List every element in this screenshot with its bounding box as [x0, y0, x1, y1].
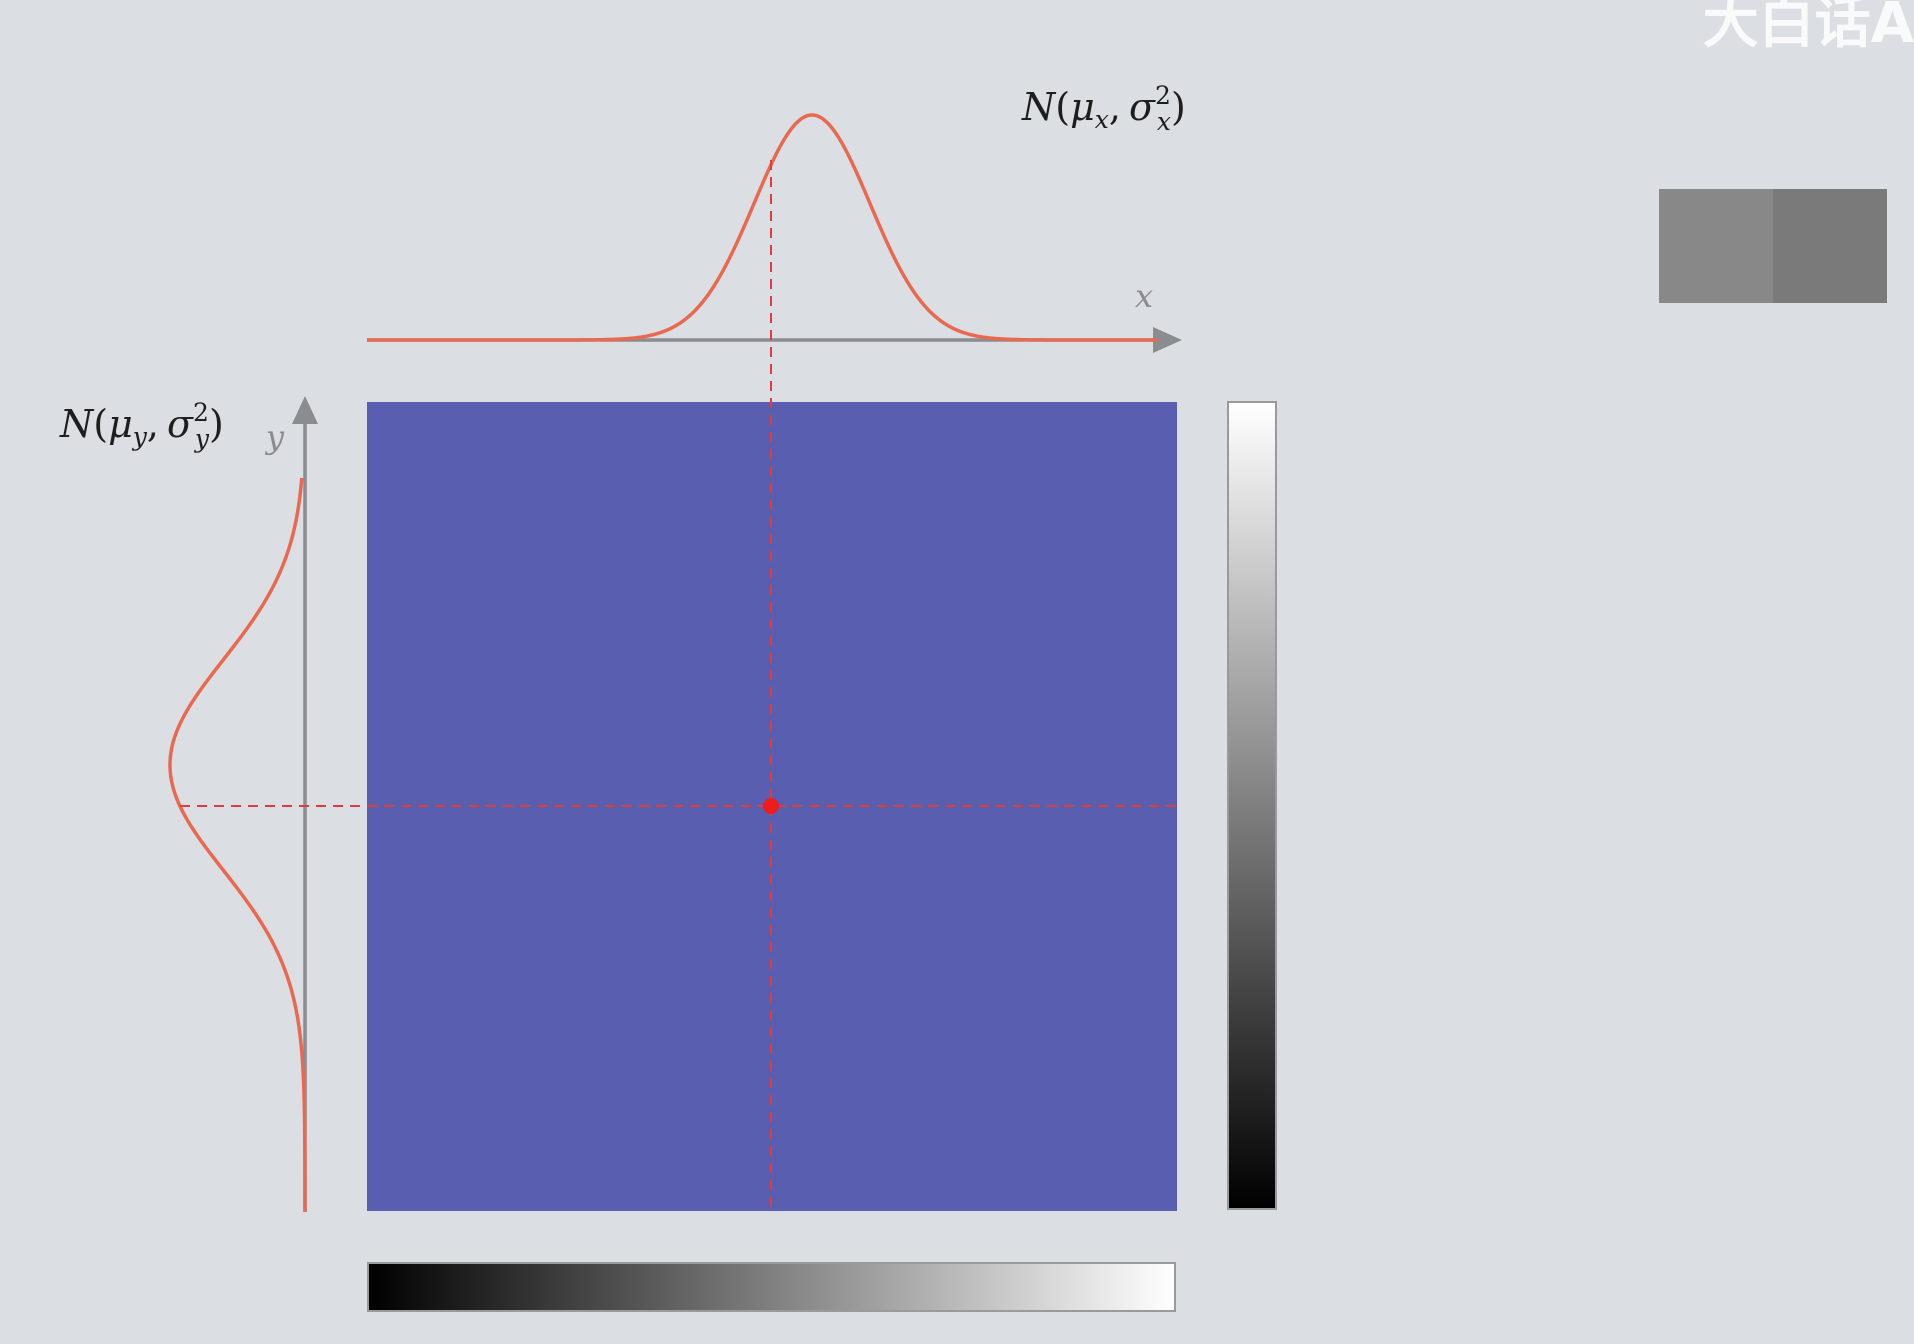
- watermark-text: 大白话A: [1702, 0, 1914, 56]
- swatch-dark-gray: [1773, 189, 1887, 303]
- x-dist-sigma-subscript: x: [1157, 107, 1171, 136]
- y-distribution-label: N(μy, σ2 y): [59, 398, 224, 453]
- y-dist-sigma-subscript: y: [194, 424, 210, 453]
- x-axis-label: x: [1135, 277, 1153, 315]
- y-axis-arrowhead: [292, 396, 318, 424]
- y-dist-close-paren: ): [209, 402, 224, 446]
- y-dist-N: N: [59, 402, 95, 446]
- y-dist-mu-subscript: y: [132, 422, 148, 451]
- y-dist-comma: ,: [147, 402, 159, 446]
- x-dist-open-paren: (: [1055, 85, 1070, 129]
- sample-point: [763, 798, 779, 814]
- x-dist-comma: ,: [1109, 85, 1121, 129]
- x-dist-close-paren: ): [1171, 85, 1186, 129]
- y-gaussian-curve: [168, 477, 307, 1212]
- vertical-gradient-bar: [1227, 401, 1277, 1210]
- x-dist-superscript: 2: [1155, 81, 1171, 110]
- x-gaussian-curve: [367, 113, 1157, 342]
- x-dist-mu: μ: [1070, 85, 1095, 129]
- y-dist-mu: μ: [108, 402, 133, 446]
- y-dist-sigma: σ: [167, 402, 194, 446]
- x-dist-sigma: σ: [1129, 85, 1156, 129]
- x-axis-arrowhead: [1153, 327, 1182, 353]
- y-axis-label: y: [264, 418, 285, 456]
- color-swatch-pair: [1659, 189, 1887, 303]
- x-dist-N: N: [1021, 85, 1057, 129]
- x-dist-mu-subscript: x: [1095, 105, 1109, 134]
- swatch-light-gray: [1659, 189, 1773, 303]
- x-distribution-label: N(μx, σ2 x): [1021, 81, 1186, 136]
- y-dist-superscript: 2: [193, 398, 209, 427]
- y-dist-open-paren: (: [93, 402, 108, 446]
- horizontal-gradient-bar: [367, 1262, 1176, 1312]
